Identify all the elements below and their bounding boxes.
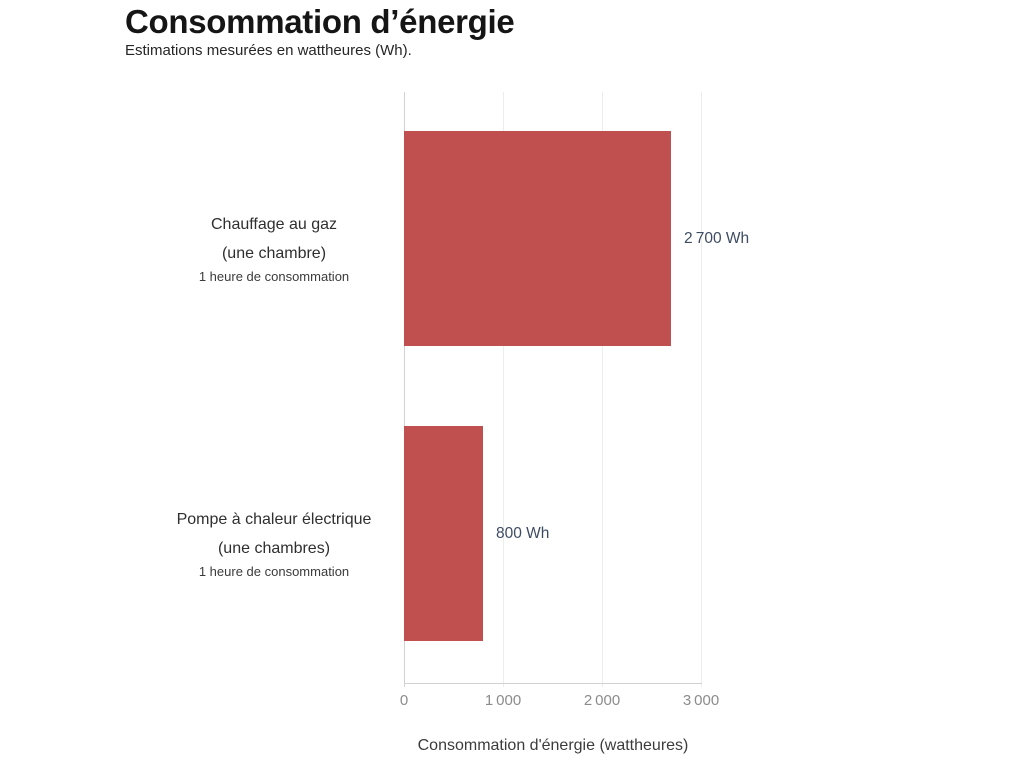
x-axis-tick-label: 2 000 <box>583 692 621 709</box>
category-label: Pompe à chaleur électrique (une chambres)… <box>84 504 464 582</box>
bar <box>404 131 671 346</box>
category-label: Chauffage au gaz (une chambre) 1 heure de … <box>84 209 464 287</box>
x-axis-baseline <box>404 683 702 684</box>
category-name: Chauffage au gaz <box>210 216 338 233</box>
category-qualifier: (une chambres) <box>217 540 331 557</box>
category-note: 1 heure de consommation <box>198 269 350 284</box>
category-name: Pompe à chaleur électrique <box>176 511 372 528</box>
x-axis-tick-label: 3 000 <box>682 692 720 709</box>
x-axis-tick-label: 1 000 <box>484 692 522 709</box>
bar-value-label: 800 Wh <box>496 525 550 542</box>
x-axis-tick-label: 0 <box>399 692 409 709</box>
gridline <box>701 92 702 687</box>
gridline <box>602 92 603 687</box>
bar <box>404 426 483 641</box>
bar-value-label: 2 700 Wh <box>684 230 750 247</box>
x-axis-title: Consommation d'énergie (wattheures) <box>417 737 689 754</box>
gridline <box>503 92 504 687</box>
y-axis-line <box>404 92 405 687</box>
category-note: 1 heure de consommation <box>198 564 350 579</box>
chart-subtitle: Estimations mesurées en wattheures (Wh). <box>125 42 412 59</box>
chart-title: Consommation d’énergie <box>125 3 515 40</box>
category-qualifier: (une chambre) <box>221 245 327 262</box>
